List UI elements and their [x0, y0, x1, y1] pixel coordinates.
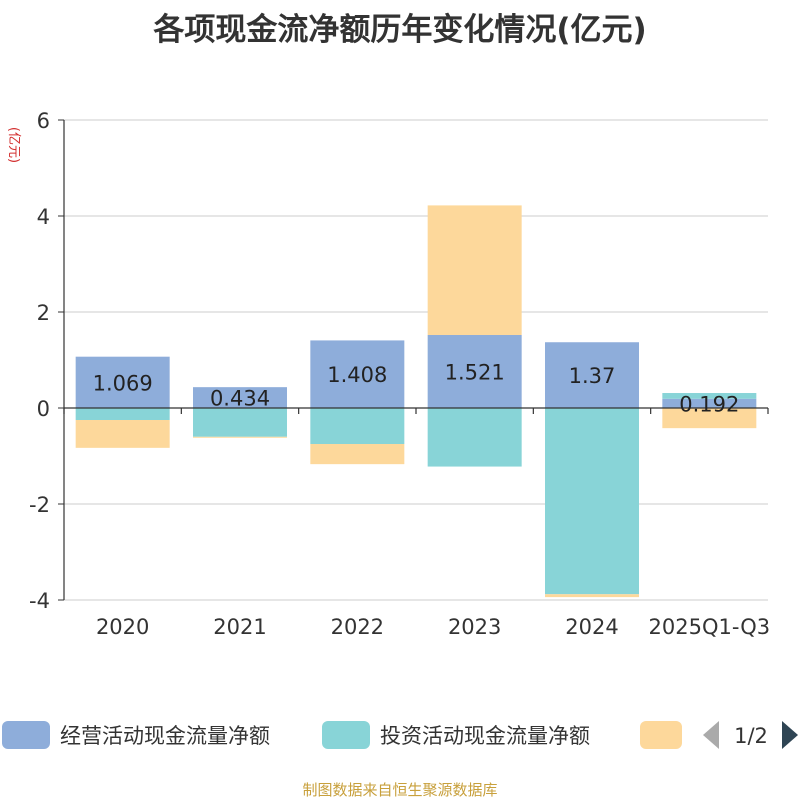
bar-2021-series-1[interactable]	[193, 408, 287, 437]
bar-2025Q1-Q3-series-2[interactable]	[662, 408, 757, 429]
legend-prev-icon[interactable]	[703, 721, 719, 749]
bar-2022-series-0[interactable]	[310, 340, 405, 408]
bar-2021-series-0[interactable]	[193, 387, 287, 408]
bar-2024-series-1[interactable]	[545, 408, 639, 595]
x-tick-label: 2023	[448, 615, 501, 639]
data-label: 1.37	[569, 364, 616, 388]
y-tick-label: 2	[37, 301, 50, 325]
legend-swatch-0[interactable]	[2, 721, 50, 749]
source-note: 制图数据来自恒生聚源数据库	[302, 781, 498, 799]
bar-2022-series-2[interactable]	[310, 444, 405, 465]
data-label: 1.408	[327, 363, 387, 387]
legend-label-1[interactable]: 投资活动现金流量净额	[380, 724, 590, 748]
bar-2020-series-1[interactable]	[75, 408, 170, 420]
y-axis-label: (亿元)	[6, 127, 21, 163]
y-axis-ticks: 6 4 2 0 -2 -4	[29, 109, 64, 613]
bar-2022-series-1[interactable]	[310, 408, 405, 444]
data-label: 1.069	[93, 371, 153, 395]
x-axis-labels: 2020 2021 2022 2023 2024 2025Q1-Q3	[96, 615, 770, 639]
bar-2024-series-0[interactable]	[545, 342, 639, 408]
bar-2025Q1-Q3-series-1[interactable]	[662, 393, 757, 399]
data-label: 0.434	[210, 387, 270, 411]
chart-title: 各项现金流净额历年变化情况(亿元)	[153, 12, 647, 48]
bar-2023-series-1[interactable]	[427, 408, 522, 467]
bar-2020-series-0[interactable]	[75, 356, 170, 408]
x-tick-label: 2022	[331, 615, 384, 639]
grid-lines	[64, 119, 768, 601]
data-label: 1.521	[445, 360, 505, 384]
bar-2020-series-2[interactable]	[75, 420, 170, 448]
legend-label-0[interactable]: 经营活动现金流量净额	[60, 724, 270, 748]
y-tick-label: 6	[37, 109, 50, 133]
bar-2023-series-2[interactable]	[427, 205, 522, 335]
data-label: 0.192	[679, 392, 739, 416]
axes	[63, 120, 769, 600]
x-tick-label: 2020	[96, 615, 149, 639]
y-tick-label: -2	[29, 493, 50, 517]
x-tick-label: 2021	[213, 615, 266, 639]
bar-2023-series-0[interactable]	[427, 334, 522, 408]
y-tick-label: 4	[37, 205, 50, 229]
legend-swatch-2[interactable]	[640, 721, 682, 749]
legend-swatch-1[interactable]	[322, 721, 370, 749]
bar-2024-series-2[interactable]	[545, 594, 639, 598]
bar-2025Q1-Q3-series-0[interactable]	[662, 398, 757, 408]
legend-next-icon[interactable]	[782, 721, 798, 749]
x-tick-label: 2024	[565, 615, 618, 639]
bars	[75, 205, 757, 598]
y-tick-label: -4	[29, 589, 50, 613]
legend-page-indicator: 1/2	[734, 724, 768, 748]
x-tick-label: 2025Q1-Q3	[649, 615, 771, 639]
bar-2021-series-2[interactable]	[193, 436, 287, 438]
legend: 经营活动现金流量净额 投资活动现金流量净额 1/2	[2, 721, 798, 749]
y-tick-label: 0	[37, 397, 50, 421]
data-labels: 1.069 0.434 1.408 1.521 1.37 0.192	[93, 360, 740, 416]
